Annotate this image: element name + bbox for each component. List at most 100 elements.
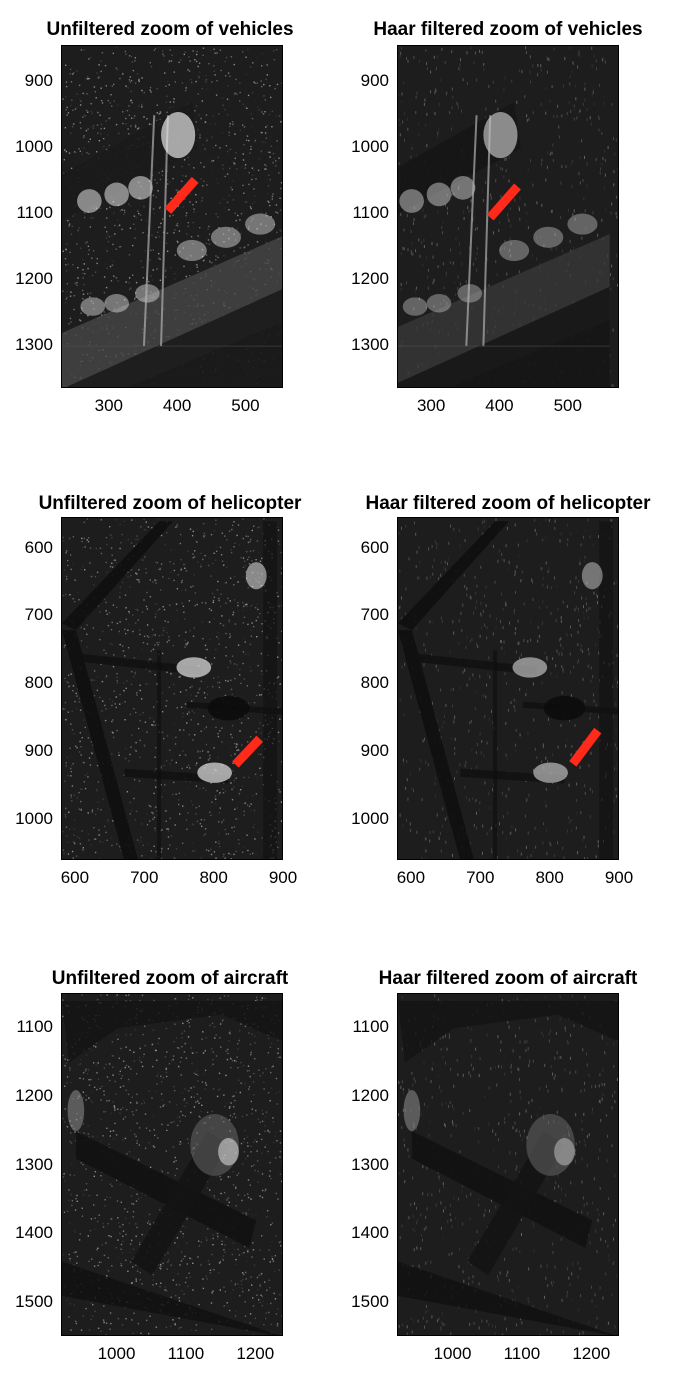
y-tick-label: 1000: [15, 137, 53, 157]
vehicle-row3-1: [426, 294, 452, 313]
helicopter-1: [512, 657, 548, 678]
vehicle-row3-2: [457, 284, 483, 303]
bright-structure: [161, 111, 196, 159]
y-tick-label: 800: [360, 673, 389, 693]
vehicle-row3-1: [104, 294, 129, 313]
vehicle-1: [104, 182, 129, 207]
aircraft-scene: [398, 1000, 618, 1335]
shadow-line-2: [398, 630, 474, 859]
vehicles-scene: [62, 102, 282, 387]
x-tick-label: 1000: [97, 1344, 136, 1363]
panel-title: Unfiltered zoom of aircraft: [51, 968, 289, 989]
vehicle-row2-0: [499, 239, 530, 262]
x-tick-label: 600: [396, 868, 426, 887]
radar-image-svg: [62, 994, 282, 1335]
aircraft-wingtip: [67, 1090, 85, 1132]
y-tick-label: 1100: [352, 1017, 389, 1037]
vehicles-unfiltered-image: [61, 45, 283, 388]
fuselage-shadow: [467, 1131, 565, 1276]
helicopter-3: [245, 562, 267, 590]
vehicle-2: [450, 175, 476, 200]
wing-shadow: [75, 1131, 257, 1248]
y-tick-label: 600: [24, 537, 53, 557]
vehicle-row2-1: [533, 226, 564, 248]
aircraft-glint: [218, 1138, 239, 1166]
hangar-shadow: [543, 695, 586, 721]
y-tick-label: 1100: [16, 1017, 53, 1037]
x-tick-label: 1000: [433, 1344, 472, 1363]
red-marker: [232, 735, 263, 768]
vehicles-scene: [398, 102, 610, 387]
pole-1: [465, 115, 478, 347]
vehicle-row3-0: [402, 297, 428, 316]
shadow-line-1: [398, 521, 509, 631]
x-tick-label: 500: [553, 396, 582, 415]
shadow-line-3: [599, 521, 614, 859]
panel-title: Unfiltered zoom of vehicles: [46, 19, 294, 40]
vehicle-row2-2: [567, 213, 598, 235]
vehicle-0: [399, 189, 424, 213]
y-tick-label: 600: [360, 537, 389, 557]
x-tick-label: 500: [231, 396, 260, 415]
y-tick-label: 1500: [351, 1291, 389, 1311]
vehicle-row2-2: [245, 213, 276, 235]
x-tick-label: 300: [94, 396, 123, 415]
y-tick-label: 700: [24, 605, 53, 625]
pole-2: [482, 115, 492, 347]
radar-image-svg: [62, 518, 282, 859]
x-tick-label: 1100: [503, 1344, 541, 1363]
red-marker: [569, 727, 602, 767]
y-tick-label: 1100: [16, 203, 53, 223]
helicopter-scene: [62, 521, 282, 859]
y-tick-label: 1400: [351, 1223, 389, 1243]
aircraft-glint: [554, 1138, 575, 1166]
y-tick-label: 1300: [15, 335, 53, 355]
x-tick-label: 1100: [167, 1344, 205, 1363]
y-tick-label: 1000: [351, 809, 389, 829]
aircraft-scene: [62, 1000, 282, 1335]
y-tick-label: 1300: [351, 1154, 389, 1174]
vehicle-0: [77, 189, 102, 213]
helicopter-1: [176, 657, 212, 678]
y-tick-label: 1200: [15, 269, 53, 289]
helicopter-scene: [398, 521, 618, 859]
x-tick-label: 1200: [236, 1344, 275, 1363]
y-tick-label: 1000: [15, 809, 53, 829]
red-marker: [486, 183, 521, 221]
helicopter-3: [581, 562, 603, 590]
x-tick-label: 600: [60, 868, 90, 887]
vehicle-row3-2: [135, 284, 160, 303]
aircraft-haar-image: [397, 993, 619, 1336]
wing-shadow: [411, 1131, 593, 1248]
radar-image-svg: [398, 518, 618, 859]
x-tick-label: 300: [416, 396, 446, 415]
helicopter-2: [533, 762, 568, 783]
bright-structure: [483, 111, 518, 159]
y-tick-label: 900: [24, 71, 53, 91]
shadow-bottom: [398, 1261, 615, 1335]
road-shadow: [398, 286, 610, 387]
y-tick-label: 900: [360, 741, 389, 761]
x-tick-label: 900: [604, 868, 634, 887]
pole-2: [160, 115, 169, 347]
y-tick-label: 1400: [15, 1223, 53, 1243]
ring-top: [62, 1000, 282, 1063]
x-tick-label: 800: [535, 868, 564, 887]
x-tick-label: 400: [485, 396, 514, 415]
shadow-line-1: [62, 521, 173, 631]
y-tick-label: 1200: [351, 269, 389, 289]
radar-image-svg: [62, 46, 282, 387]
y-tick-label: 1200: [15, 1085, 53, 1105]
x-tick-label: 700: [466, 868, 495, 887]
panel-title: Haar filtered zoom of vehicles: [373, 19, 643, 40]
x-tick-label: 400: [162, 396, 192, 415]
y-tick-label: 1500: [15, 1291, 53, 1311]
x-tick-label: 1200: [572, 1344, 611, 1363]
y-tick-label: 1300: [351, 335, 389, 355]
helicopter-haar-image: [397, 517, 619, 860]
x-tick-label: 800: [199, 868, 228, 887]
vehicles-haar-image: [397, 45, 619, 388]
red-marker: [164, 176, 199, 214]
helicopter-2: [197, 762, 232, 783]
